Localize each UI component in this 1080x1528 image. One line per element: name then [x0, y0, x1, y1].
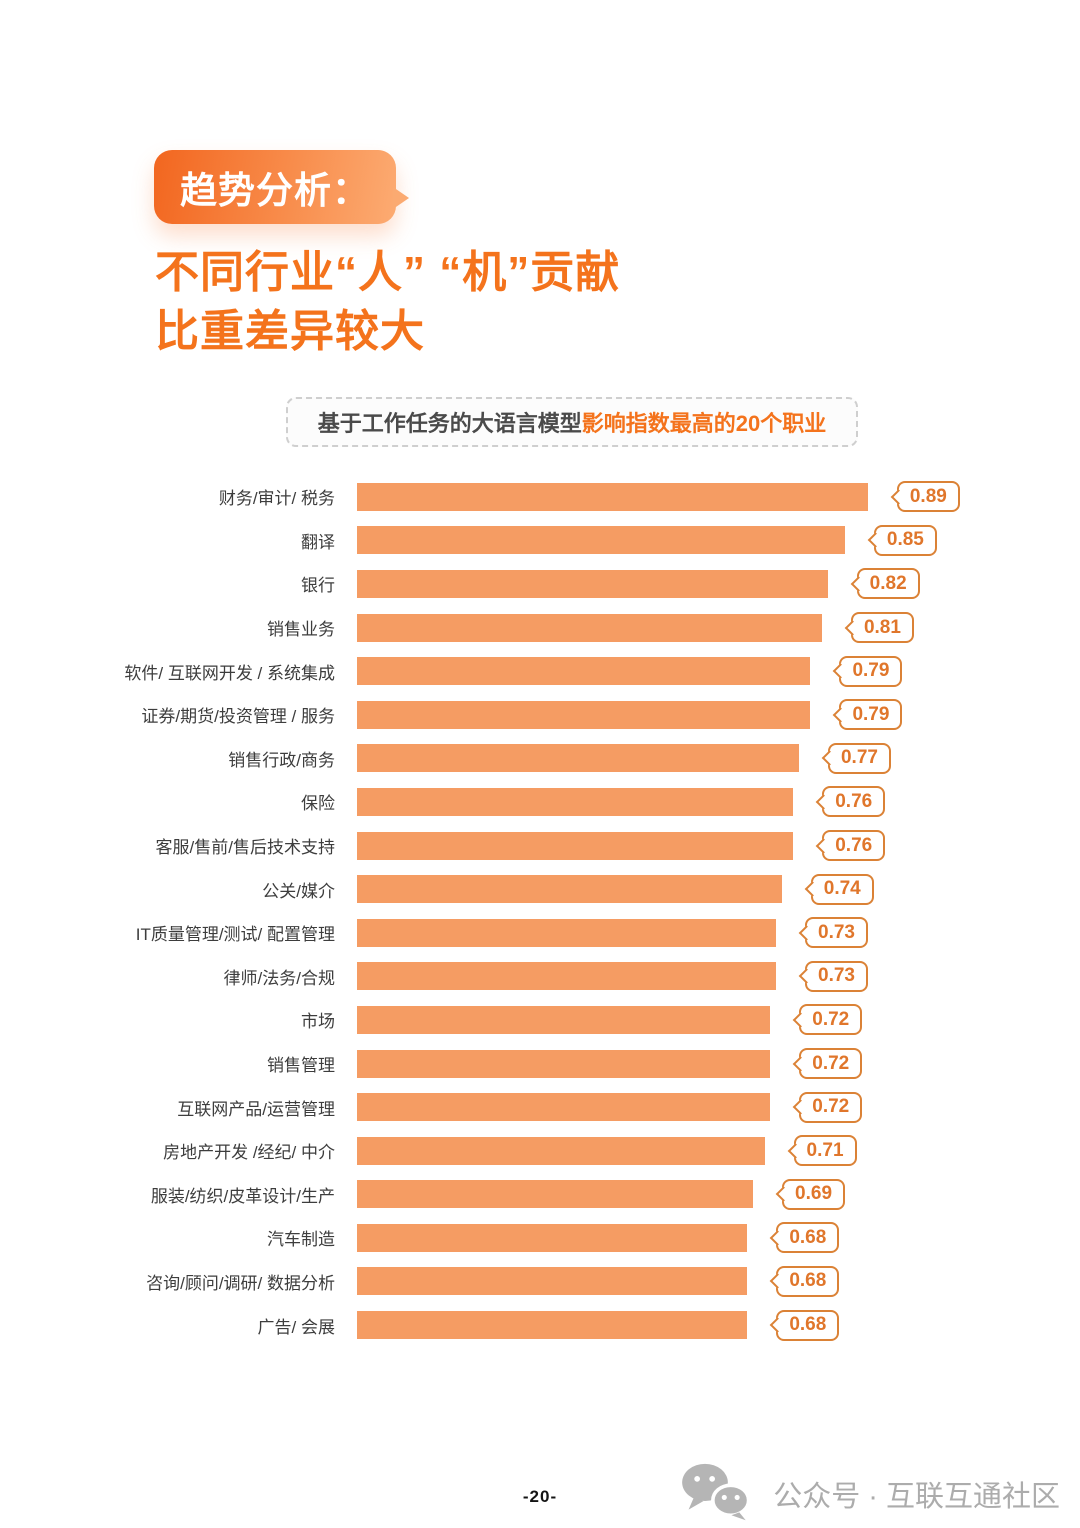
value-badge: 0.73 — [805, 960, 868, 992]
chart-row: 销售管理 0.72 — [0, 1042, 1080, 1086]
chart-row: 汽车制造 0.68 — [0, 1216, 1080, 1260]
chart-row: 软件/ 互联网开发 / 系统集成 0.79 — [0, 649, 1080, 693]
bar-label: 翻译 — [301, 532, 335, 552]
value-badge: 0.77 — [827, 742, 891, 774]
bar-chart: 财务/审计/ 税务 0.89 翻译 0.85 银行 0.82 销售业务 0.81 软件/ 互联网… — [0, 475, 1080, 1347]
bar-label: 销售行政/商务 — [228, 750, 335, 770]
trend-analysis-badge: 趋势分析： — [154, 150, 409, 224]
chart-row: 销售行政/商务 0.77 — [0, 737, 1080, 781]
bar-label: 客服/售前/售后技术支持 — [155, 838, 335, 858]
bar-label: 销售业务 — [267, 620, 335, 640]
bar-label: 公关/媒介 — [262, 881, 335, 901]
footer-wechat-block: 公众号 · 互联互通社区 — [669, 1461, 1060, 1526]
bar — [357, 526, 845, 555]
chart-row: 公关/媒介 0.74 — [0, 867, 1080, 911]
bar — [357, 613, 822, 642]
footer-page-number: -20- — [522, 1487, 558, 1506]
bar — [357, 744, 799, 773]
chart-subtitle-prefix: 基于工作任务的大语言模型 — [317, 411, 582, 436]
page-title-line1: 不同行业“人” “机”贡献 — [155, 248, 621, 297]
bar-label: 证券/期货/投资管理 / 服务 — [141, 707, 335, 727]
chart-row: 服装/纺织/皮革设计/生产 0.69 — [0, 1173, 1080, 1217]
value-badge: 0.79 — [839, 699, 903, 731]
chart-subtitle-highlight: 影响指数最高的20个职业 — [581, 411, 827, 436]
chart-row: 咨询/顾问/调研/ 数据分析 0.68 — [0, 1260, 1080, 1304]
value-badge: 0.68 — [776, 1222, 840, 1254]
value-badge: 0.82 — [856, 568, 920, 600]
page-title: 不同行业“人” “机”贡献 比重差异较大 — [155, 243, 620, 361]
bar — [357, 1180, 754, 1209]
value-badge: 0.72 — [799, 1091, 863, 1123]
bar — [357, 1311, 748, 1340]
bar-label: 财务/审计/ 税务 — [218, 489, 335, 509]
value-badge: 0.74 — [810, 873, 874, 905]
bar — [357, 831, 794, 860]
bar-label: 咨询/顾问/调研/ 数据分析 — [146, 1273, 335, 1293]
value-badge: 0.81 — [850, 612, 914, 644]
value-badge: 0.76 — [822, 830, 886, 862]
bar — [357, 787, 794, 816]
bar — [357, 1267, 748, 1296]
value-badge: 0.68 — [776, 1309, 840, 1341]
bar-label: 银行 — [301, 576, 335, 596]
value-badge: 0.85 — [873, 524, 937, 556]
chart-row: IT质量管理/测试/ 配置管理 0.73 — [0, 911, 1080, 955]
bar-label: 市场 — [301, 1012, 335, 1032]
bar-label: 律师/法务/合规 — [223, 968, 335, 988]
wechat-account-label: 公众号 · 互联互通社区 — [773, 1480, 1060, 1513]
chart-row: 房地产开发 /经纪/ 中介 0.71 — [0, 1129, 1080, 1173]
value-badge: 0.76 — [822, 786, 886, 818]
value-badge: 0.68 — [776, 1265, 840, 1297]
chart-row: 互联网产品/运营管理 0.72 — [0, 1085, 1080, 1129]
value-badge: 0.69 — [782, 1178, 846, 1210]
chart-subtitle-box: 基于工作任务的大语言模型 影响指数最高的20个职业 — [286, 397, 858, 447]
bar-label: 互联网产品/运营管理 — [177, 1099, 335, 1119]
chart-row: 翻译 0.85 — [0, 519, 1080, 563]
wechat-icon — [669, 1461, 761, 1526]
value-badge: 0.72 — [799, 1004, 863, 1036]
value-badge: 0.79 — [839, 655, 903, 687]
bar — [357, 569, 828, 598]
bar — [357, 1093, 771, 1122]
value-badge: 0.72 — [799, 1048, 863, 1080]
bar — [357, 1136, 765, 1165]
trend-analysis-badge-label: 趋势分析： — [180, 170, 370, 211]
value-badge: 0.73 — [805, 917, 868, 949]
bar — [357, 657, 811, 686]
bar-label: 保险 — [301, 794, 335, 814]
chart-row: 市场 0.72 — [0, 998, 1080, 1042]
chart-row: 财务/审计/ 税务 0.89 — [0, 475, 1080, 519]
bar — [357, 700, 811, 729]
bar — [357, 1223, 748, 1252]
bar-label: 广告/ 会展 — [257, 1317, 335, 1337]
bar — [357, 918, 777, 947]
chart-row: 客服/售前/售后技术支持 0.76 — [0, 824, 1080, 868]
chart-row: 销售业务 0.81 — [0, 606, 1080, 650]
chart-row: 广告/ 会展 0.68 — [0, 1303, 1080, 1347]
bar-label: IT质量管理/测试/ 配置管理 — [135, 925, 335, 945]
bar-label: 销售管理 — [267, 1056, 335, 1076]
value-badge: 0.71 — [793, 1135, 857, 1167]
bar-label: 服装/纺织/皮革设计/生产 — [150, 1186, 335, 1206]
bar-label: 软件/ 互联网开发 / 系统集成 — [124, 663, 335, 683]
bar — [357, 962, 777, 991]
bar-label: 汽车制造 — [267, 1230, 335, 1250]
chart-row: 保险 0.76 — [0, 780, 1080, 824]
chart-row: 律师/法务/合规 0.73 — [0, 955, 1080, 999]
bar — [357, 875, 782, 904]
page-title-line2: 比重差异较大 — [155, 307, 425, 356]
bar — [357, 482, 868, 511]
bar — [357, 1049, 771, 1078]
chart-row: 银行 0.82 — [0, 562, 1080, 606]
chart-row: 证券/期货/投资管理 / 服务 0.79 — [0, 693, 1080, 737]
value-badge: 0.89 — [896, 481, 960, 513]
bar-label: 房地产开发 /经纪/ 中介 — [163, 1143, 335, 1163]
bar — [357, 1005, 771, 1034]
